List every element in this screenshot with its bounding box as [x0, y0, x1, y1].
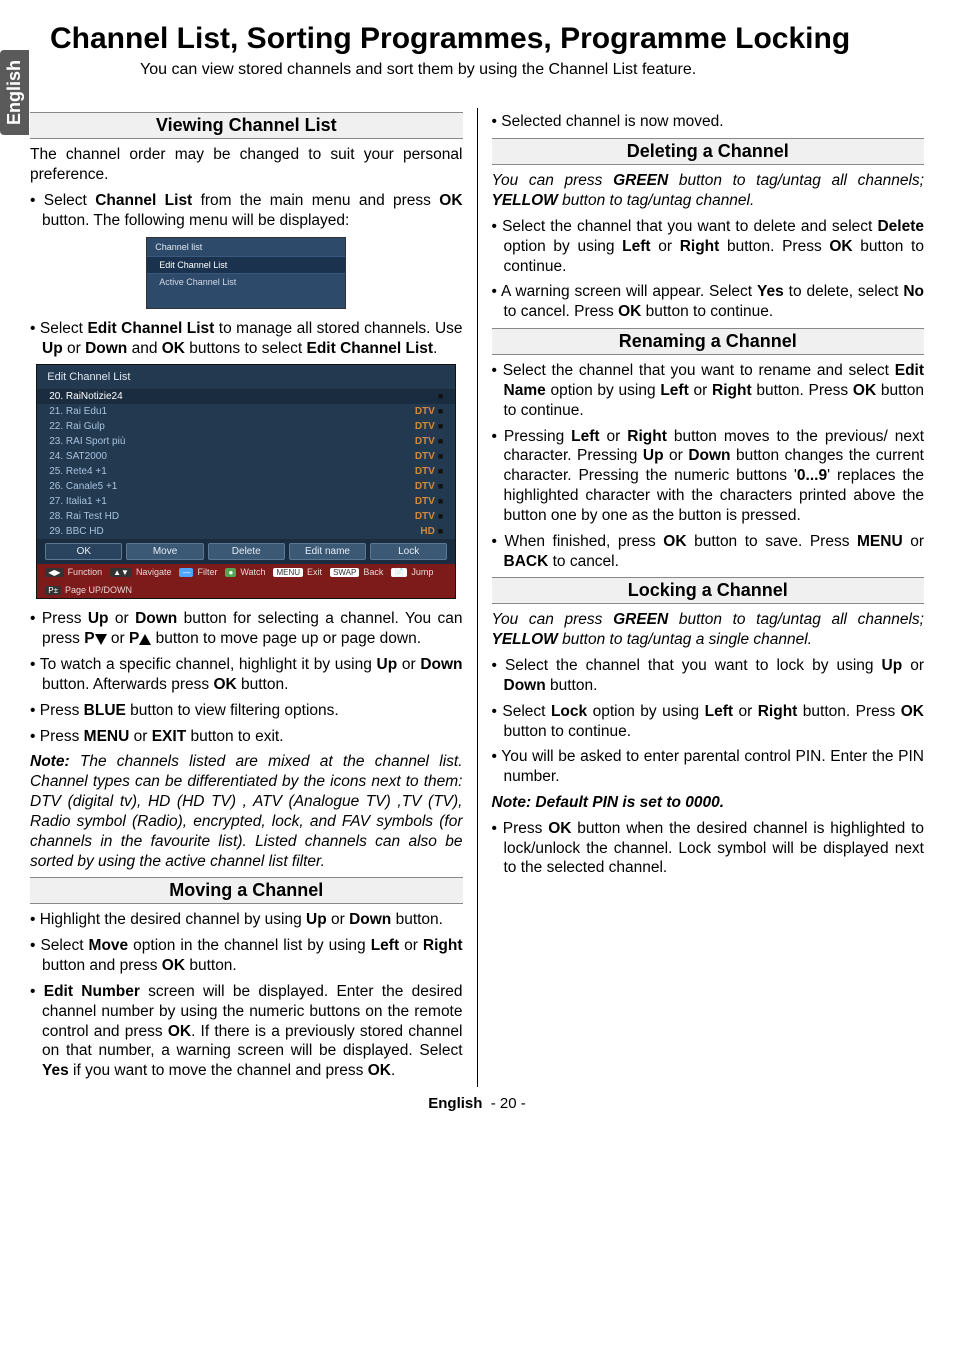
renaming-b2: Pressing Left or Right button moves to t… — [492, 427, 925, 526]
shot2-button: Edit name — [289, 543, 366, 560]
viewing-intro: The channel order may be changed to suit… — [30, 145, 463, 185]
deleting-b2: A warning screen will appear. Select Yes… — [492, 282, 925, 322]
shot2-hint: —Filter — [179, 567, 217, 577]
locking-b4: Press OK button when the desired channel… — [492, 819, 925, 878]
shot1-item2: Active Channel List — [147, 273, 345, 290]
moved-note: Selected channel is now moved. — [492, 112, 925, 132]
shot2-button: Move — [126, 543, 203, 560]
down-triangle-icon — [95, 634, 107, 645]
footer-page: - 20 - — [491, 1095, 526, 1112]
shot1-header: Channel list — [147, 238, 345, 256]
shot2-button: Lock — [370, 543, 447, 560]
locking-intro: You can press GREEN button to tag/untag … — [492, 610, 925, 650]
right-column: Selected channel is now moved. Deleting … — [492, 108, 925, 1087]
shot2-row: 28. Rai Test HDDTV■ — [37, 509, 455, 524]
moving-b1: Highlight the desired channel by using U… — [30, 910, 463, 930]
locking-b2: Select Lock option by using Left or Righ… — [492, 702, 925, 742]
column-divider — [477, 108, 478, 1087]
shot2-hint: SWAPBack — [330, 567, 383, 577]
locking-note: Note: Default PIN is set to 0000. — [492, 793, 925, 813]
viewing-b4: To watch a specific channel, highlight i… — [30, 655, 463, 695]
up-triangle-icon — [139, 634, 151, 645]
shot1-item1: Edit Channel List — [147, 256, 345, 273]
shot2-row: 24. SAT2000DTV■ — [37, 449, 455, 464]
shot2-hint: ◀▶Function — [45, 567, 102, 577]
viewing-b1: Select Channel List from the main menu a… — [30, 191, 463, 231]
shot2-row: 25. Rete4 +1DTV■ — [37, 464, 455, 479]
left-column: Viewing Channel List The channel order m… — [30, 108, 463, 1087]
viewing-b2: Select Edit Channel List to manage all s… — [30, 319, 463, 359]
heading-moving: Moving a Channel — [30, 877, 463, 904]
shot2-hint: ▲▼Navigate — [110, 567, 171, 577]
viewing-b3: Press Up or Down button for selecting a … — [30, 609, 463, 649]
moving-b3: Edit Number screen will be displayed. En… — [30, 982, 463, 1081]
renaming-b1: Select the channel that you want to rena… — [492, 361, 925, 420]
shot2-row: 21. Rai Edu1DTV■ — [37, 404, 455, 419]
renaming-b3: When finished, press OK button to save. … — [492, 532, 925, 572]
page-footer: English - 20 - — [30, 1087, 924, 1112]
shot2-hint: MENUExit — [273, 567, 322, 577]
shot2-row: 23. RAI Sport piùDTV■ — [37, 434, 455, 449]
deleting-intro: You can press GREEN button to tag/untag … — [492, 171, 925, 211]
deleting-b1: Select the channel that you want to dele… — [492, 217, 925, 276]
shot2-button: OK — [45, 543, 122, 560]
shot2-hint: 📄Jump — [391, 567, 433, 577]
heading-deleting: Deleting a Channel — [492, 138, 925, 165]
viewing-b6: Press MENU or EXIT button to exit. — [30, 727, 463, 747]
shot2-row: 26. Canale5 +1DTV■ — [37, 479, 455, 494]
shot2-row: 27. Italia1 +1DTV■ — [37, 494, 455, 509]
shot2-row: 29. BBC HDHD■ — [37, 524, 455, 539]
moving-b2: Select Move option in the channel list b… — [30, 936, 463, 976]
shot2-hint: ●Watch — [225, 567, 265, 577]
shot2-header: Edit Channel List — [37, 365, 455, 389]
heading-locking: Locking a Channel — [492, 577, 925, 604]
screenshot-edit-channel-list: Edit Channel List 20. RaiNotizie24■21. R… — [36, 364, 456, 599]
screenshot-channel-list-menu: Channel list Edit Channel List Active Ch… — [146, 237, 346, 309]
locking-b3: You will be asked to enter parental cont… — [492, 747, 925, 787]
shot2-button: Delete — [208, 543, 285, 560]
heading-renaming: Renaming a Channel — [492, 328, 925, 355]
page-subtitle: You can view stored channels and sort th… — [30, 60, 924, 80]
shot2-hint: P±Page UP/DOWN — [45, 585, 132, 595]
viewing-b5: Press BLUE button to view filtering opti… — [30, 701, 463, 721]
footer-lang: English — [428, 1095, 482, 1112]
heading-viewing: Viewing Channel List — [30, 112, 463, 139]
locking-b1: Select the channel that you want to lock… — [492, 656, 925, 696]
language-tab: English — [0, 50, 29, 135]
shot2-row: 20. RaiNotizie24■ — [37, 389, 455, 404]
page-title: Channel List, Sorting Programmes, Progra… — [30, 22, 924, 56]
viewing-note: Note: The channels listed are mixed at t… — [30, 752, 463, 871]
shot2-row: 22. Rai GulpDTV■ — [37, 419, 455, 434]
